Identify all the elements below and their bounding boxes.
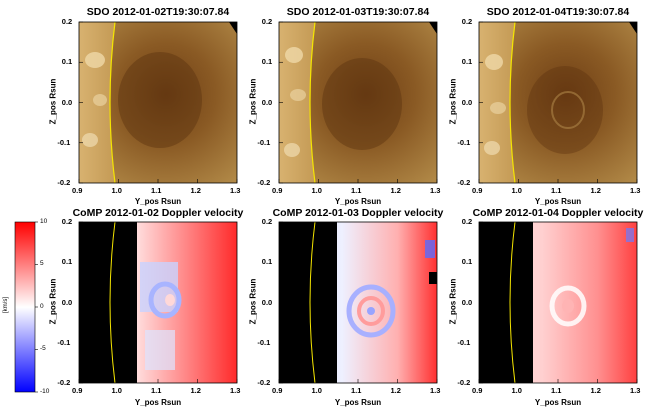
- x-tick-label: 1.2: [390, 386, 401, 395]
- limb-curve: [109, 21, 116, 184]
- panel-title-comp-1: CoMP 2012-01-02 Doppler velocity: [72, 207, 244, 219]
- x-tick-label: 1.0: [311, 186, 322, 195]
- colorbar-tick: -10: [40, 388, 50, 395]
- colorbar-tick: 5: [40, 260, 44, 267]
- panel-title-sdo-3: SDO 2012-01-04T19:30:07.84: [486, 6, 630, 18]
- colorbar-tick: 0: [40, 303, 44, 310]
- limb-curve: [109, 221, 116, 384]
- y-tick-label: -0.2: [57, 378, 71, 387]
- x-tick-label: 1.0: [111, 186, 122, 195]
- axis-tick-marks: [78, 21, 638, 384]
- y-tick-label: 0.2: [461, 17, 473, 26]
- x-tick-label: 1.3: [430, 386, 441, 395]
- sdo-panel-3: [478, 21, 638, 184]
- x-tick-label: 1.2: [190, 386, 201, 395]
- y-tick-label: 0.2: [261, 217, 273, 226]
- x-axis-label: Y_pos Rsun: [134, 197, 182, 206]
- y-tick-label: 0.2: [461, 217, 473, 226]
- y-tick-label: 0.1: [461, 57, 473, 67]
- y-axis-label: Z_pos Rsun: [448, 278, 458, 325]
- colorbar: [14, 221, 38, 393]
- sdo-panel-1: [78, 21, 238, 184]
- y-tick-label: 0.0: [261, 97, 273, 107]
- x-tick-label: 0.9: [272, 386, 283, 395]
- comp-panel-3: [478, 221, 638, 384]
- y-tick-label: 0.2: [261, 17, 273, 26]
- y-axis-label: Z_pos Rsun: [448, 78, 458, 125]
- y-tick-label: 0.0: [61, 297, 73, 307]
- y-tick-label: -0.1: [257, 137, 271, 147]
- x-tick-label: 1.2: [390, 186, 401, 195]
- y-tick-label: -0.1: [57, 337, 71, 347]
- y-axis-label: Z_pos Rsun: [248, 78, 258, 125]
- y-tick-label: 0.1: [61, 257, 73, 267]
- x-tick-label: 1.1: [351, 386, 362, 395]
- x-axis-label: Y_pos Rsun: [334, 197, 382, 206]
- y-tick-label: 0.2: [61, 17, 73, 26]
- y-tick-label: 0.0: [461, 97, 473, 107]
- y-tick-label: -0.1: [57, 137, 71, 147]
- x-tick-label: 1.0: [111, 386, 122, 395]
- comp-panel-2: [278, 221, 438, 384]
- y-tick-label: 0.1: [61, 57, 73, 67]
- x-tick-label: 1.2: [190, 186, 201, 195]
- y-tick-label: -0.2: [257, 378, 271, 387]
- x-tick-label: 1.1: [551, 386, 562, 395]
- y-axis-label: Z_pos Rsun: [48, 78, 58, 125]
- x-tick-label: 1.1: [151, 186, 162, 195]
- colorbar-tick: -5: [40, 345, 46, 352]
- x-tick-label: 1.0: [511, 186, 522, 195]
- y-tick-label: 0.1: [461, 257, 473, 267]
- y-tick-label: 0.0: [61, 97, 73, 107]
- limb-curve: [309, 21, 316, 184]
- y-tick-label: 0.0: [261, 297, 273, 307]
- x-axis-label: Y_pos Rsun: [334, 398, 382, 407]
- y-tick-label: 0.2: [61, 217, 73, 226]
- x-tick-label: 0.9: [72, 386, 83, 395]
- x-tick-label: 1.1: [551, 186, 562, 195]
- x-axis-label: Y_pos Rsun: [534, 197, 582, 206]
- limb-curve: [509, 221, 516, 384]
- panel-title-comp-3: CoMP 2012-01-04 Doppler velocity: [472, 207, 644, 219]
- x-tick-label: 1.3: [430, 186, 441, 195]
- y-tick-label: -0.1: [457, 137, 471, 147]
- x-tick-label: 1.3: [230, 386, 241, 395]
- x-tick-label: 1.3: [630, 386, 641, 395]
- x-tick-label: 1.2: [590, 186, 601, 195]
- x-axis-label: Y_pos Rsun: [134, 398, 182, 407]
- y-tick-label: -0.2: [257, 178, 271, 187]
- x-tick-label: 1.1: [351, 186, 362, 195]
- limb-curve: [509, 21, 516, 184]
- x-tick-label: 1.3: [230, 186, 241, 195]
- colorbar-tick: 10: [40, 218, 48, 225]
- x-tick-label: 0.9: [72, 186, 83, 195]
- sdo-panel-2: [278, 21, 438, 184]
- panel-title-sdo-2: SDO 2012-01-03T19:30:07.84: [286, 6, 430, 18]
- colorbar-unit-label: [km/s]: [3, 297, 9, 313]
- panel-title-sdo-1: SDO 2012-01-02T19:30:07.84: [86, 6, 230, 18]
- x-tick-label: 0.9: [472, 186, 483, 195]
- y-tick-label: -0.1: [257, 337, 271, 347]
- x-tick-label: 1.0: [511, 386, 522, 395]
- x-tick-label: 1.0: [311, 386, 322, 395]
- limb-curve: [309, 221, 316, 384]
- y-tick-label: 0.1: [261, 57, 273, 67]
- x-tick-label: 1.2: [590, 386, 601, 395]
- y-axis-label: Z_pos Rsun: [48, 278, 58, 325]
- x-tick-label: 0.9: [472, 386, 483, 395]
- comp-panel-1: [78, 221, 238, 384]
- y-tick-label: -0.2: [457, 178, 471, 187]
- x-tick-label: 1.1: [151, 386, 162, 395]
- x-tick-label: 0.9: [272, 186, 283, 195]
- x-axis-label: Y_pos Rsun: [534, 398, 582, 407]
- y-tick-label: -0.2: [457, 378, 471, 387]
- y-axis-label: Z_pos Rsun: [248, 278, 258, 325]
- y-tick-label: 0.0: [461, 297, 473, 307]
- y-tick-label: -0.2: [57, 178, 71, 187]
- x-tick-label: 1.3: [630, 186, 641, 195]
- y-tick-label: 0.1: [261, 257, 273, 267]
- panel-title-comp-2: CoMP 2012-01-03 Doppler velocity: [272, 207, 444, 219]
- y-tick-label: -0.1: [457, 337, 471, 347]
